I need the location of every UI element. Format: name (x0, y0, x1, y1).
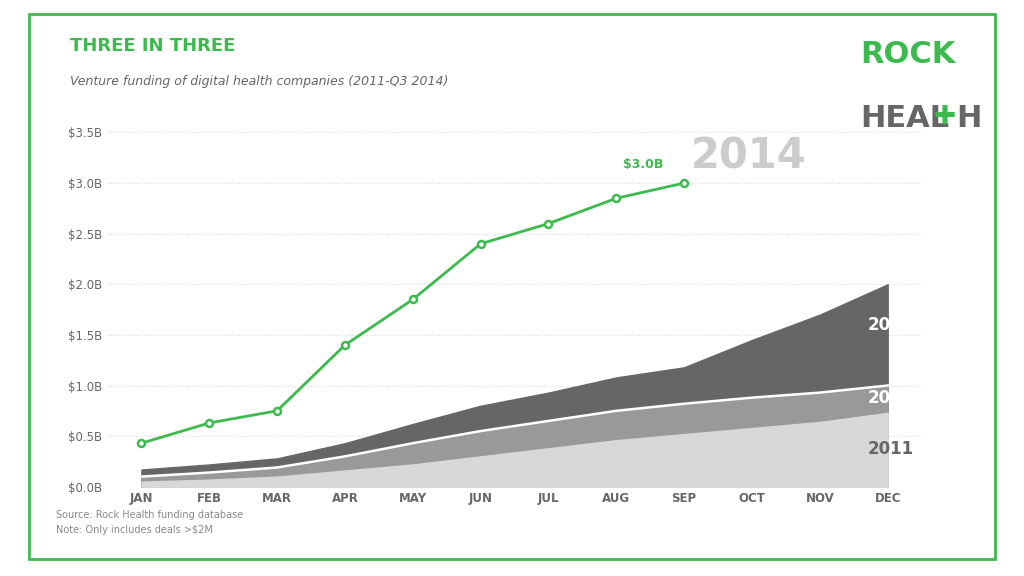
Text: Venture funding of digital health companies (2011-Q3 2014): Venture funding of digital health compan… (70, 75, 449, 88)
Text: Source: Rock Health funding database
Note: Only includes deals >$2M: Source: Rock Health funding database Not… (56, 510, 244, 535)
Text: 2011: 2011 (867, 440, 913, 458)
Text: 2012: 2012 (867, 389, 913, 407)
Text: $3.0B: $3.0B (624, 158, 664, 171)
Text: THREE IN THREE: THREE IN THREE (70, 37, 234, 55)
Text: 2013: 2013 (867, 316, 913, 334)
FancyBboxPatch shape (29, 14, 995, 559)
Text: ✚: ✚ (934, 104, 956, 130)
Text: ROCK: ROCK (860, 40, 955, 69)
Text: H: H (956, 104, 982, 132)
Text: HEAL: HEAL (860, 104, 949, 132)
Text: 2014: 2014 (691, 135, 807, 177)
